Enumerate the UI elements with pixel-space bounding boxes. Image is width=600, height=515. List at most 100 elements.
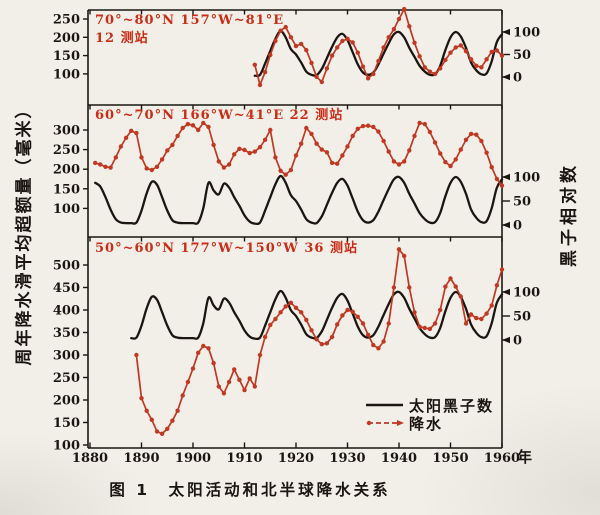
precip-point xyxy=(386,35,391,40)
precip-point xyxy=(159,157,165,162)
precip-point xyxy=(293,43,299,49)
left-tick-label: 200 xyxy=(53,163,80,178)
precip-point xyxy=(474,63,479,68)
precip-point xyxy=(484,311,489,316)
precip-point xyxy=(314,74,319,80)
precip-point xyxy=(355,314,360,319)
precip-point xyxy=(479,316,484,322)
left-tick-label: 400 xyxy=(53,304,80,319)
precip-point xyxy=(494,176,500,182)
panel-annotation-stations: 12 测站 xyxy=(95,30,149,46)
precip-point xyxy=(201,120,206,126)
left-tick-label: 250 xyxy=(53,13,80,28)
precip-point xyxy=(468,312,474,317)
precip-point xyxy=(288,35,294,40)
precip-point xyxy=(365,332,371,337)
precip-point xyxy=(190,123,196,128)
precip-point xyxy=(355,126,360,131)
precip-point xyxy=(468,131,474,137)
precip-point xyxy=(443,284,448,289)
precip-point xyxy=(438,66,443,71)
precip-point xyxy=(335,161,340,166)
precip-point xyxy=(412,133,417,139)
right-tick-arrow xyxy=(502,173,510,181)
precip-point xyxy=(474,132,479,137)
precip-point xyxy=(252,62,257,67)
precip-point xyxy=(402,159,407,164)
left-tick-label: 150 xyxy=(53,49,80,64)
precip-point xyxy=(463,137,469,142)
precip-point xyxy=(324,341,330,346)
precip-point xyxy=(319,79,324,85)
precip-point xyxy=(299,141,304,146)
precip-point xyxy=(443,159,448,165)
precip-point xyxy=(340,313,345,318)
precip-point xyxy=(417,54,422,59)
precip-point xyxy=(432,321,438,326)
precip-point xyxy=(402,6,407,12)
right-tick-label: 50 xyxy=(513,195,531,210)
precip-point xyxy=(139,155,144,160)
precip-point xyxy=(216,159,221,164)
precip-point xyxy=(180,393,185,398)
precip-point xyxy=(396,16,402,22)
precip-point xyxy=(159,431,165,436)
left-tick-label: 200 xyxy=(53,394,80,409)
sunspot-curve xyxy=(130,289,504,341)
precip-point xyxy=(479,138,484,144)
precip-point xyxy=(499,53,505,58)
precip-point xyxy=(371,342,376,348)
precip-point xyxy=(355,50,360,55)
precip-point xyxy=(479,65,484,70)
left-tick-label: 250 xyxy=(53,143,80,158)
precip-point xyxy=(314,337,319,342)
precip-point xyxy=(422,121,427,127)
right-tick-label: 100 xyxy=(513,171,540,186)
right-tick-label: 0 xyxy=(513,219,522,234)
precip-point xyxy=(149,167,154,173)
precip-point xyxy=(108,165,113,170)
left-tick-label: 100 xyxy=(53,67,80,82)
precip-point xyxy=(242,387,247,393)
precip-point xyxy=(237,146,242,151)
precip-point xyxy=(206,346,211,351)
precip-point xyxy=(381,45,386,50)
precip-point xyxy=(113,155,119,160)
left-tick-label: 250 xyxy=(53,371,80,386)
precip-point xyxy=(381,339,386,344)
precip-point xyxy=(129,128,134,133)
right-tick-label: 0 xyxy=(513,71,522,86)
precip-point xyxy=(304,317,309,323)
precip-point xyxy=(376,58,381,64)
precip-point xyxy=(422,325,427,331)
x-tick-label: 1940 xyxy=(381,451,417,466)
precip-point xyxy=(427,69,433,74)
precip-point xyxy=(350,133,355,139)
precip-point xyxy=(494,283,500,288)
precip-point xyxy=(299,41,304,47)
precip-point xyxy=(350,40,355,45)
precip-point xyxy=(494,48,500,53)
left-tick-label: 500 xyxy=(53,259,80,274)
precip-point xyxy=(221,391,227,396)
precip-point xyxy=(257,145,263,150)
panel-70-80N: 250 200 150 100 100 50 0 70°~80°N 157°W~81°E 12 … xyxy=(53,6,540,88)
precip-point xyxy=(376,346,381,351)
precip-point xyxy=(278,168,283,173)
legend-precip-dot xyxy=(366,420,372,426)
panel-60-70N: 300 250 200 150 100 100 50 0 60°~70°N 166°W~41°E… xyxy=(53,107,540,234)
precip-point xyxy=(407,285,412,290)
precip-point xyxy=(427,129,433,135)
precip-point xyxy=(252,384,257,389)
precip-point xyxy=(232,367,237,372)
panel-annotation: 60°~70°N 166°W~41°E 22 测站 xyxy=(95,107,343,123)
precip-point xyxy=(453,284,458,289)
precip-point xyxy=(309,131,314,137)
precip-point xyxy=(335,45,340,50)
precip-point xyxy=(391,159,397,164)
precip-point xyxy=(154,164,160,169)
precip-point xyxy=(283,304,288,309)
y-axis-label-left: 周年降水滑平均超额量（毫米） xyxy=(14,99,35,366)
